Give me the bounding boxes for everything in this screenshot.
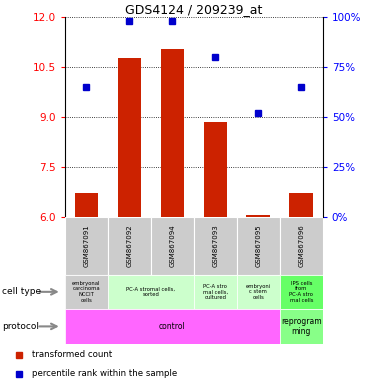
Text: reprogram
ming: reprogram ming [281, 317, 322, 336]
Text: GSM867091: GSM867091 [83, 224, 89, 267]
Bar [108, 275, 194, 309]
Bar [118, 58, 141, 217]
Bar [108, 217, 151, 275]
Text: protocol: protocol [2, 322, 39, 331]
Text: cell type: cell type [2, 287, 41, 296]
Bar [280, 217, 323, 275]
Text: IPS cells
from
PC-A stro
mal cells: IPS cells from PC-A stro mal cells [289, 281, 313, 303]
Bar [161, 49, 184, 217]
Bar [246, 215, 270, 217]
Bar [204, 122, 227, 217]
Text: GSM867093: GSM867093 [212, 224, 219, 267]
Text: embryonal
carcinoma
NCCIT
cells: embryonal carcinoma NCCIT cells [72, 281, 101, 303]
Text: GSM867096: GSM867096 [298, 224, 304, 267]
Bar [237, 275, 280, 309]
Bar [280, 309, 323, 344]
Bar [65, 309, 280, 344]
Text: embryoni
c stem
cells: embryoni c stem cells [246, 283, 271, 300]
Text: transformed count: transformed count [32, 351, 112, 359]
Bar [65, 217, 108, 275]
Title: GDS4124 / 209239_at: GDS4124 / 209239_at [125, 3, 263, 16]
Bar [237, 217, 280, 275]
Bar [289, 193, 313, 217]
Text: PC-A stro
mal cells,
cultured: PC-A stro mal cells, cultured [203, 283, 228, 300]
Text: GSM867092: GSM867092 [127, 224, 132, 267]
Bar [65, 275, 108, 309]
Bar [75, 193, 98, 217]
Text: GSM867094: GSM867094 [169, 224, 175, 267]
Text: PC-A stromal cells,
sorted: PC-A stromal cells, sorted [127, 286, 175, 297]
Bar [280, 275, 323, 309]
Bar [194, 275, 237, 309]
Bar [151, 217, 194, 275]
Bar [194, 217, 237, 275]
Text: percentile rank within the sample: percentile rank within the sample [32, 369, 177, 378]
Text: control: control [159, 322, 186, 331]
Text: GSM867095: GSM867095 [255, 224, 261, 267]
